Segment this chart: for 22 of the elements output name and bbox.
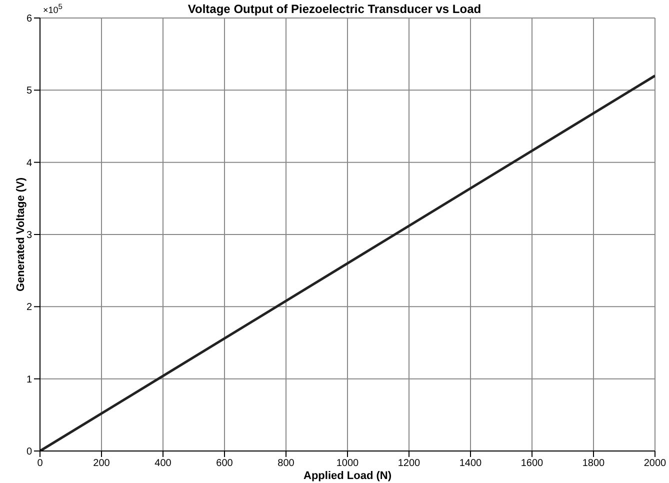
y-tick-label: 4 — [26, 158, 32, 169]
x-tick-label: 200 — [93, 458, 110, 470]
y-tick-label: 2 — [26, 302, 32, 314]
x-axis-title: Applied Load (N) — [304, 470, 392, 482]
y-tick-label: 1 — [26, 374, 32, 386]
y-tick-label: 0 — [26, 446, 32, 458]
x-tick-label: 1600 — [520, 458, 544, 470]
y-tick-label: 3 — [26, 230, 32, 242]
x-tick-label: 800 — [278, 458, 295, 470]
x-tick-label: 1000 — [336, 458, 360, 470]
y-tick-label: 6 — [26, 14, 32, 25]
x-tick-label: 2000 — [644, 458, 667, 470]
x-tick-label: 400 — [154, 458, 172, 470]
chart-title: Voltage Output of Piezoelectric Transducer vs Load — [188, 2, 482, 16]
y-axis-title: Generated Voltage (V) — [14, 177, 27, 292]
x-tick-label: 1200 — [398, 458, 421, 470]
x-tick-label: 600 — [216, 458, 234, 470]
y-tick-label: 5 — [26, 86, 32, 97]
x-tick-label: 0 — [37, 458, 44, 470]
text: ×10$^{5}$ — [43, 1, 62, 16]
x-tick-label: 1400 — [459, 458, 482, 470]
x-tick-label: 1800 — [582, 458, 606, 470]
